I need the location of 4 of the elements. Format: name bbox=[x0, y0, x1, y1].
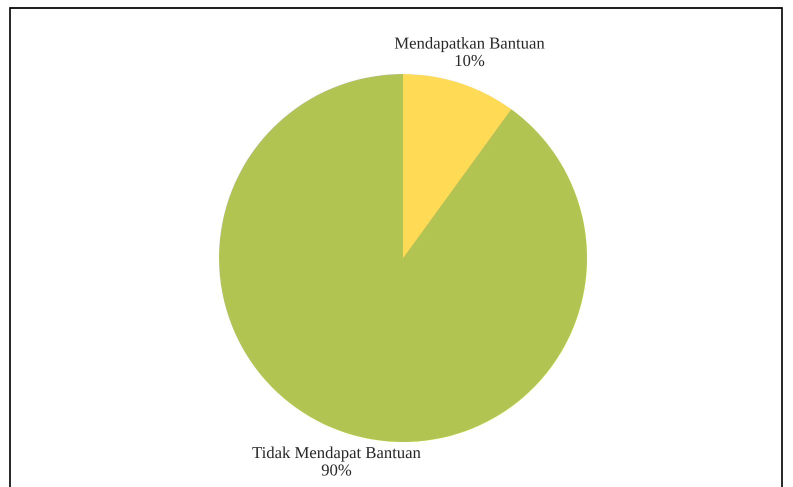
slice-label: Tidak Mendapat Bantuan bbox=[252, 446, 421, 462]
data-label: 10% bbox=[456, 54, 484, 66]
slice-label: Mendapatkan Bantuan bbox=[394, 36, 544, 52]
data-label: 90% bbox=[322, 464, 352, 476]
